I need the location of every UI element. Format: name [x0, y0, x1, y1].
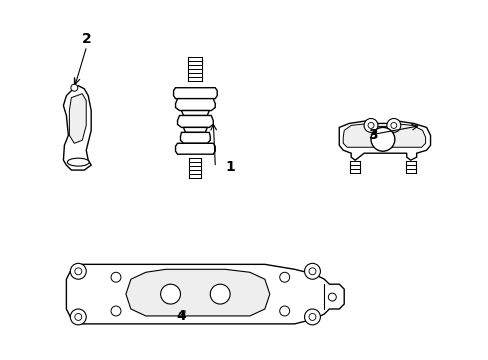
- Circle shape: [304, 309, 320, 325]
- Circle shape: [386, 118, 400, 132]
- Polygon shape: [175, 143, 215, 154]
- Circle shape: [308, 268, 315, 275]
- Circle shape: [111, 272, 121, 282]
- Text: 3: 3: [367, 129, 377, 142]
- Circle shape: [70, 309, 86, 325]
- Circle shape: [364, 118, 377, 132]
- Circle shape: [70, 264, 86, 279]
- Circle shape: [75, 314, 81, 320]
- Polygon shape: [181, 111, 209, 116]
- Circle shape: [370, 127, 394, 151]
- Text: 2: 2: [82, 32, 91, 46]
- Circle shape: [367, 122, 373, 129]
- Polygon shape: [173, 88, 217, 99]
- Polygon shape: [126, 269, 269, 316]
- Polygon shape: [339, 121, 429, 160]
- Circle shape: [304, 264, 320, 279]
- Circle shape: [308, 314, 315, 320]
- Circle shape: [327, 293, 336, 301]
- Polygon shape: [69, 94, 86, 143]
- Text: 1: 1: [224, 161, 234, 175]
- Text: 4: 4: [176, 309, 186, 323]
- Ellipse shape: [67, 158, 89, 166]
- Polygon shape: [177, 116, 213, 127]
- Polygon shape: [63, 86, 91, 170]
- Polygon shape: [175, 99, 215, 111]
- Circle shape: [71, 84, 78, 91]
- Circle shape: [75, 268, 81, 275]
- Circle shape: [161, 284, 180, 304]
- Circle shape: [390, 122, 396, 129]
- Circle shape: [210, 284, 230, 304]
- Polygon shape: [183, 127, 207, 132]
- Circle shape: [279, 306, 289, 316]
- Polygon shape: [180, 132, 210, 143]
- Circle shape: [279, 272, 289, 282]
- Circle shape: [111, 306, 121, 316]
- Polygon shape: [343, 123, 425, 147]
- Polygon shape: [66, 264, 344, 324]
